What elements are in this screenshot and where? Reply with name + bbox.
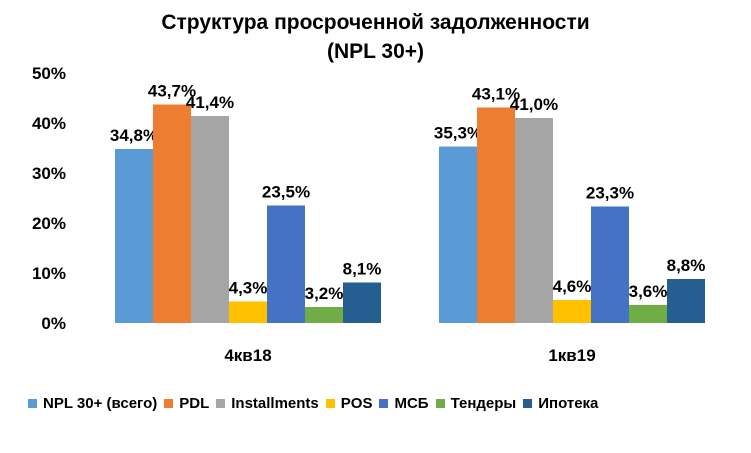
legend-item: PDL bbox=[164, 395, 209, 412]
legend-item: NPL 30+ (всего) bbox=[28, 395, 157, 412]
legend-label: POS bbox=[340, 395, 373, 412]
data-label: 34,8% bbox=[110, 126, 158, 145]
legend-label: Тендеры bbox=[450, 395, 517, 412]
y-tick-label: 10% bbox=[32, 264, 66, 283]
legend-item: Ипотека bbox=[523, 395, 598, 412]
bar-npl-30+-(всего) bbox=[115, 149, 153, 323]
bar-ипотека bbox=[343, 282, 381, 323]
legend-swatch bbox=[523, 399, 533, 408]
bar-ипотека bbox=[667, 279, 705, 323]
y-tick-label: 20% bbox=[32, 214, 66, 233]
legend-swatch bbox=[435, 399, 445, 408]
bar-pdl bbox=[477, 107, 515, 323]
data-label: 41,4% bbox=[186, 93, 234, 112]
legend-swatch bbox=[28, 399, 37, 408]
bar-мсб bbox=[591, 206, 629, 323]
legend-label: Ипотека bbox=[538, 395, 599, 412]
legend-label: PDL bbox=[179, 395, 210, 412]
data-label: 35,3% bbox=[434, 124, 482, 143]
legend-label: NPL 30+ (всего) bbox=[43, 395, 158, 412]
data-label: 23,3% bbox=[586, 184, 634, 203]
data-label: 8,8% bbox=[667, 256, 706, 275]
chart-title-line2: (NPL 30+) bbox=[326, 40, 425, 63]
y-tick-label: 30% bbox=[32, 164, 66, 183]
legend-item: Тендеры bbox=[435, 395, 517, 412]
x-category-label: 4кв18 bbox=[224, 346, 271, 365]
bar-мсб bbox=[267, 205, 305, 323]
legend-swatch bbox=[164, 399, 174, 408]
legend-swatch bbox=[216, 399, 226, 408]
data-label: 23,5% bbox=[262, 183, 310, 202]
legend-item: МСБ bbox=[379, 395, 429, 412]
bar-тендеры bbox=[629, 305, 667, 323]
bar-pdl bbox=[153, 104, 191, 323]
y-tick-label: 0% bbox=[41, 314, 66, 333]
legend-swatch bbox=[379, 399, 389, 408]
data-label: 43,7% bbox=[148, 82, 196, 101]
x-category-label: 1кв19 bbox=[548, 346, 595, 365]
chart-title-line1: Структура просроченной задолженности bbox=[161, 11, 590, 34]
data-label: 41,0% bbox=[510, 95, 558, 114]
bar-installments bbox=[191, 116, 229, 323]
y-tick-label: 50% bbox=[32, 64, 66, 83]
data-label: 3,2% bbox=[305, 284, 344, 303]
bar-тендеры bbox=[305, 307, 343, 323]
legend-item: POS bbox=[325, 395, 373, 412]
data-label: 4,3% bbox=[229, 279, 268, 298]
data-label: 43,1% bbox=[472, 85, 520, 104]
y-tick-label: 40% bbox=[32, 114, 66, 133]
legend-label: МСБ bbox=[394, 395, 429, 412]
data-label: 8,1% bbox=[343, 260, 382, 279]
bar-npl-30+-(всего) bbox=[439, 146, 477, 323]
legend-label: Installments bbox=[231, 395, 319, 412]
data-label: 3,6% bbox=[629, 282, 668, 301]
data-label: 4,6% bbox=[553, 277, 592, 296]
legend: NPL 30+ (всего) PDL Installments POS МСБ Тенд… bbox=[28, 395, 605, 412]
chart-title: Структура просроченной задолженности (NP… bbox=[0, 8, 751, 66]
legend-swatch bbox=[325, 399, 335, 408]
bar-installments bbox=[515, 118, 553, 323]
legend-item: Installments bbox=[216, 395, 319, 412]
bar-pos bbox=[229, 301, 267, 323]
bar-pos bbox=[553, 300, 591, 323]
